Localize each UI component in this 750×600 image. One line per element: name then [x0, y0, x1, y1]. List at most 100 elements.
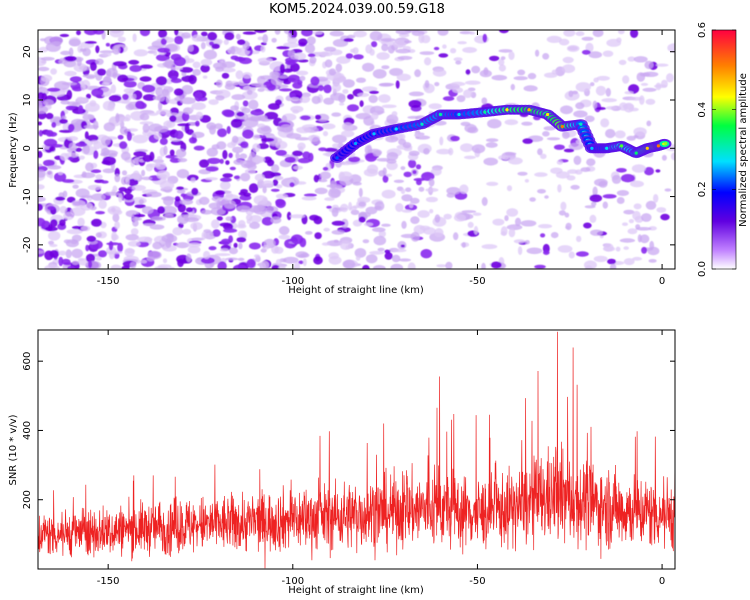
spectrogram-noise-blob — [71, 102, 81, 107]
spectrogram-noise-blob — [211, 144, 220, 150]
spectrogram-noise-blob — [192, 61, 201, 69]
spectrogram-noise-blob — [254, 254, 260, 258]
spectrogram-noise-blob — [275, 199, 286, 209]
spectrogram-noise-blob — [85, 162, 94, 172]
snr-x-label: Height of straight line (km) — [288, 585, 424, 596]
spectrogram-noise-blob — [125, 103, 135, 111]
spectrogram-noise-blob — [127, 240, 141, 247]
spectrogram-noise-blob — [85, 244, 90, 252]
spectrogram-noise-blob — [517, 171, 528, 176]
ridge-point — [656, 144, 661, 148]
spectrogram-noise-blob — [314, 187, 328, 195]
spectrogram-noise-blob — [414, 69, 421, 78]
spectrogram-noise-blob — [132, 170, 140, 181]
spectrogram-noise-blob — [289, 214, 306, 219]
spectrogram-noise-blob — [77, 217, 85, 227]
spectrogram-noise-blob — [58, 250, 67, 256]
spectrogram-noise-blob — [188, 137, 198, 144]
spectrogram-noise-blob — [572, 90, 578, 95]
spectrogram-noise-blob — [560, 105, 573, 115]
spectrogram-noise-blob — [266, 159, 275, 167]
ridge-point — [457, 112, 461, 117]
spectrogram-noise-blob — [450, 48, 457, 54]
spectrogram-noise-blob — [642, 87, 657, 92]
spectrogram-noise-blob — [467, 221, 474, 228]
spectrogram-noise-blob — [50, 219, 58, 228]
ridge-point — [438, 112, 443, 117]
spectrogram-noise-blob — [71, 234, 82, 242]
spectrogram-noise-blob — [202, 75, 208, 79]
spectrogram-noise-blob — [293, 165, 303, 170]
spectrogram-noise-blob — [607, 258, 616, 265]
spectrogram-noise-blob — [175, 148, 187, 158]
spectrogram-noise-blob — [632, 210, 641, 221]
spectrogram-noise-blob — [45, 170, 54, 178]
spectrogram-noise-blob — [95, 58, 104, 65]
spectrogram-noise-blob — [90, 169, 102, 174]
spectrogram-noise-blob — [78, 105, 84, 114]
spectrogram-noise-blob — [91, 218, 102, 227]
spectrogram-noise-blob — [362, 239, 370, 244]
spectrogram-noise-blob — [313, 256, 323, 265]
spectrogram-noise-blob — [233, 159, 244, 165]
spectrogram-noise-blob — [655, 82, 662, 91]
spectrogram-noise-blob — [289, 182, 295, 188]
spectrogram-noise-blob — [573, 110, 588, 118]
spectrogram-noise-blob — [208, 99, 219, 105]
spectrogram-noise-blob — [191, 187, 199, 196]
spectrogram-noise-blob — [498, 49, 513, 53]
spectrogram-noise-blob — [222, 149, 228, 160]
spectrogram-noise-blob — [326, 184, 343, 188]
spectrogram-noise-blob — [103, 136, 118, 140]
spectrogram-noise-blob — [331, 229, 345, 235]
spectrogram-noise-blob — [358, 187, 363, 198]
spectrogram-noise-blob — [225, 193, 234, 198]
spectrogram-noise-blob — [180, 97, 196, 105]
spectrogram-noise-blob — [125, 248, 135, 254]
spectrogram-noise-blob — [229, 247, 238, 255]
spectrogram-noise-blob — [534, 172, 548, 177]
spectrogram-noise-blob — [508, 51, 515, 60]
spectrogram-noise-blob — [385, 173, 393, 177]
spectrogram-noise-blob — [605, 106, 618, 110]
spectrogram-noise-blob — [563, 30, 576, 37]
spectrogram-noise-blob — [75, 142, 88, 147]
spectrogram-noise-blob — [60, 152, 69, 161]
spectrogram-noise-blob — [220, 238, 231, 245]
spectrogram-noise-blob — [430, 167, 442, 176]
spectrogram-noise-blob — [485, 142, 498, 148]
spectrogram-noise-blob — [645, 98, 656, 105]
spectrogram-noise-blob — [257, 57, 273, 64]
snr-panel: -150 -100 -50 0 200 400 600 Height of straigh… — [8, 329, 676, 596]
spectrogram-noise-blob — [45, 130, 54, 137]
ridge-point — [664, 141, 668, 146]
spectrogram-noise-blob — [376, 158, 391, 162]
spectrogram-noise-blob — [618, 59, 627, 66]
ridge-point — [394, 127, 398, 131]
spectrogram-noise-blob — [481, 244, 498, 250]
spectrogram-noise-blob — [615, 246, 621, 252]
spectrogram-noise-blob — [182, 228, 192, 235]
spectrogram-noise-blob — [141, 84, 156, 93]
spectrogram-noise-blob — [304, 43, 316, 54]
spectrogram-noise-blob — [504, 215, 509, 222]
spectrogram-noise-blob — [627, 228, 638, 235]
ridge-point — [527, 108, 531, 112]
ridge-point — [619, 144, 624, 148]
spectrogram-noise-blob — [90, 140, 99, 145]
spectrogram-noise-blob — [195, 111, 203, 120]
spectrogram-noise-blob — [432, 68, 447, 77]
spectrogram-noise-blob — [261, 216, 274, 226]
spectrogram-noise-blob — [362, 62, 375, 72]
spectrogram-noise-blob — [295, 251, 309, 258]
spectrogram-noise-blob — [286, 211, 292, 221]
spectrogram-noise-blob — [131, 93, 137, 100]
spectrogram-noise-blob — [297, 142, 306, 150]
spectrogram-noise-blob — [381, 223, 391, 227]
spectrogram-noise-blob — [352, 181, 362, 186]
spectrogram-noise-blob — [289, 97, 300, 102]
spectrogram-noise-blob — [83, 124, 99, 129]
spectrogram-noise-blob — [232, 146, 244, 153]
spectrogram-noise-blob — [75, 147, 83, 152]
spectrogram-noise-blob — [200, 42, 206, 50]
